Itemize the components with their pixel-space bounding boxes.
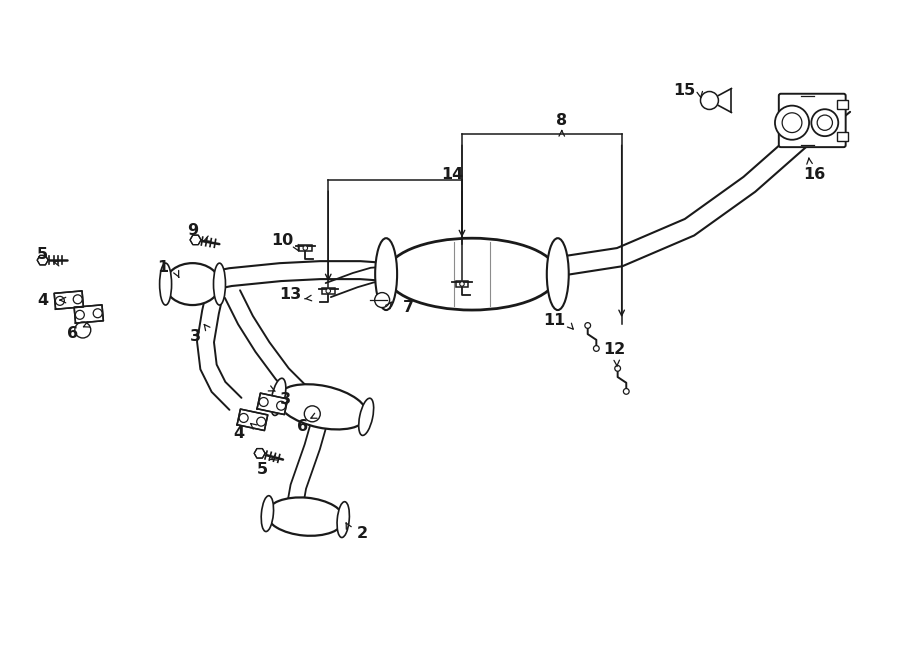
Circle shape (276, 401, 285, 410)
Text: 6: 6 (297, 419, 308, 434)
FancyBboxPatch shape (322, 288, 335, 294)
Ellipse shape (375, 238, 397, 310)
Circle shape (374, 293, 390, 308)
Circle shape (460, 281, 464, 286)
Text: 15: 15 (673, 83, 696, 98)
Text: 5: 5 (256, 462, 268, 477)
Circle shape (76, 310, 85, 319)
Text: 10: 10 (271, 232, 293, 248)
Polygon shape (190, 235, 201, 245)
Ellipse shape (159, 263, 172, 305)
Ellipse shape (261, 496, 274, 532)
FancyBboxPatch shape (455, 281, 468, 287)
Circle shape (624, 389, 629, 395)
Ellipse shape (547, 238, 569, 310)
Ellipse shape (386, 238, 558, 310)
Circle shape (75, 322, 91, 338)
Text: 14: 14 (441, 167, 464, 182)
Polygon shape (237, 409, 267, 430)
Text: 13: 13 (279, 287, 302, 302)
Circle shape (56, 297, 65, 305)
Text: 4: 4 (37, 293, 49, 308)
Text: 9: 9 (187, 222, 198, 238)
Ellipse shape (271, 378, 286, 416)
Circle shape (782, 113, 802, 132)
FancyBboxPatch shape (778, 94, 846, 147)
Ellipse shape (277, 384, 367, 430)
Circle shape (615, 365, 620, 371)
Ellipse shape (165, 263, 220, 305)
Polygon shape (37, 256, 48, 265)
Circle shape (817, 115, 833, 130)
Circle shape (775, 106, 809, 140)
Circle shape (304, 406, 320, 422)
Polygon shape (254, 449, 266, 458)
Circle shape (585, 322, 590, 328)
Polygon shape (74, 305, 104, 323)
Circle shape (593, 346, 599, 352)
Circle shape (259, 397, 268, 406)
Text: 12: 12 (604, 342, 626, 357)
Text: 16: 16 (803, 167, 825, 182)
Ellipse shape (213, 263, 226, 305)
Polygon shape (257, 393, 288, 414)
Text: 6: 6 (68, 326, 78, 342)
Text: 11: 11 (544, 312, 566, 328)
Ellipse shape (338, 502, 349, 538)
Text: 8: 8 (556, 113, 567, 128)
Circle shape (303, 246, 308, 250)
Circle shape (239, 414, 248, 422)
Polygon shape (54, 291, 84, 309)
Circle shape (73, 295, 82, 304)
Ellipse shape (359, 399, 374, 436)
Circle shape (700, 91, 718, 109)
Text: 3: 3 (280, 393, 291, 407)
Ellipse shape (266, 497, 344, 536)
Circle shape (326, 289, 330, 293)
FancyBboxPatch shape (299, 245, 311, 251)
Text: 4: 4 (233, 426, 244, 442)
Text: 1: 1 (157, 260, 168, 275)
Circle shape (94, 308, 102, 318)
FancyBboxPatch shape (837, 100, 848, 109)
Circle shape (256, 417, 266, 426)
Circle shape (811, 109, 838, 136)
Text: 7: 7 (402, 299, 414, 314)
Text: 2: 2 (356, 526, 368, 541)
FancyBboxPatch shape (837, 132, 848, 140)
Text: 3: 3 (190, 330, 201, 344)
Text: 5: 5 (37, 247, 49, 261)
